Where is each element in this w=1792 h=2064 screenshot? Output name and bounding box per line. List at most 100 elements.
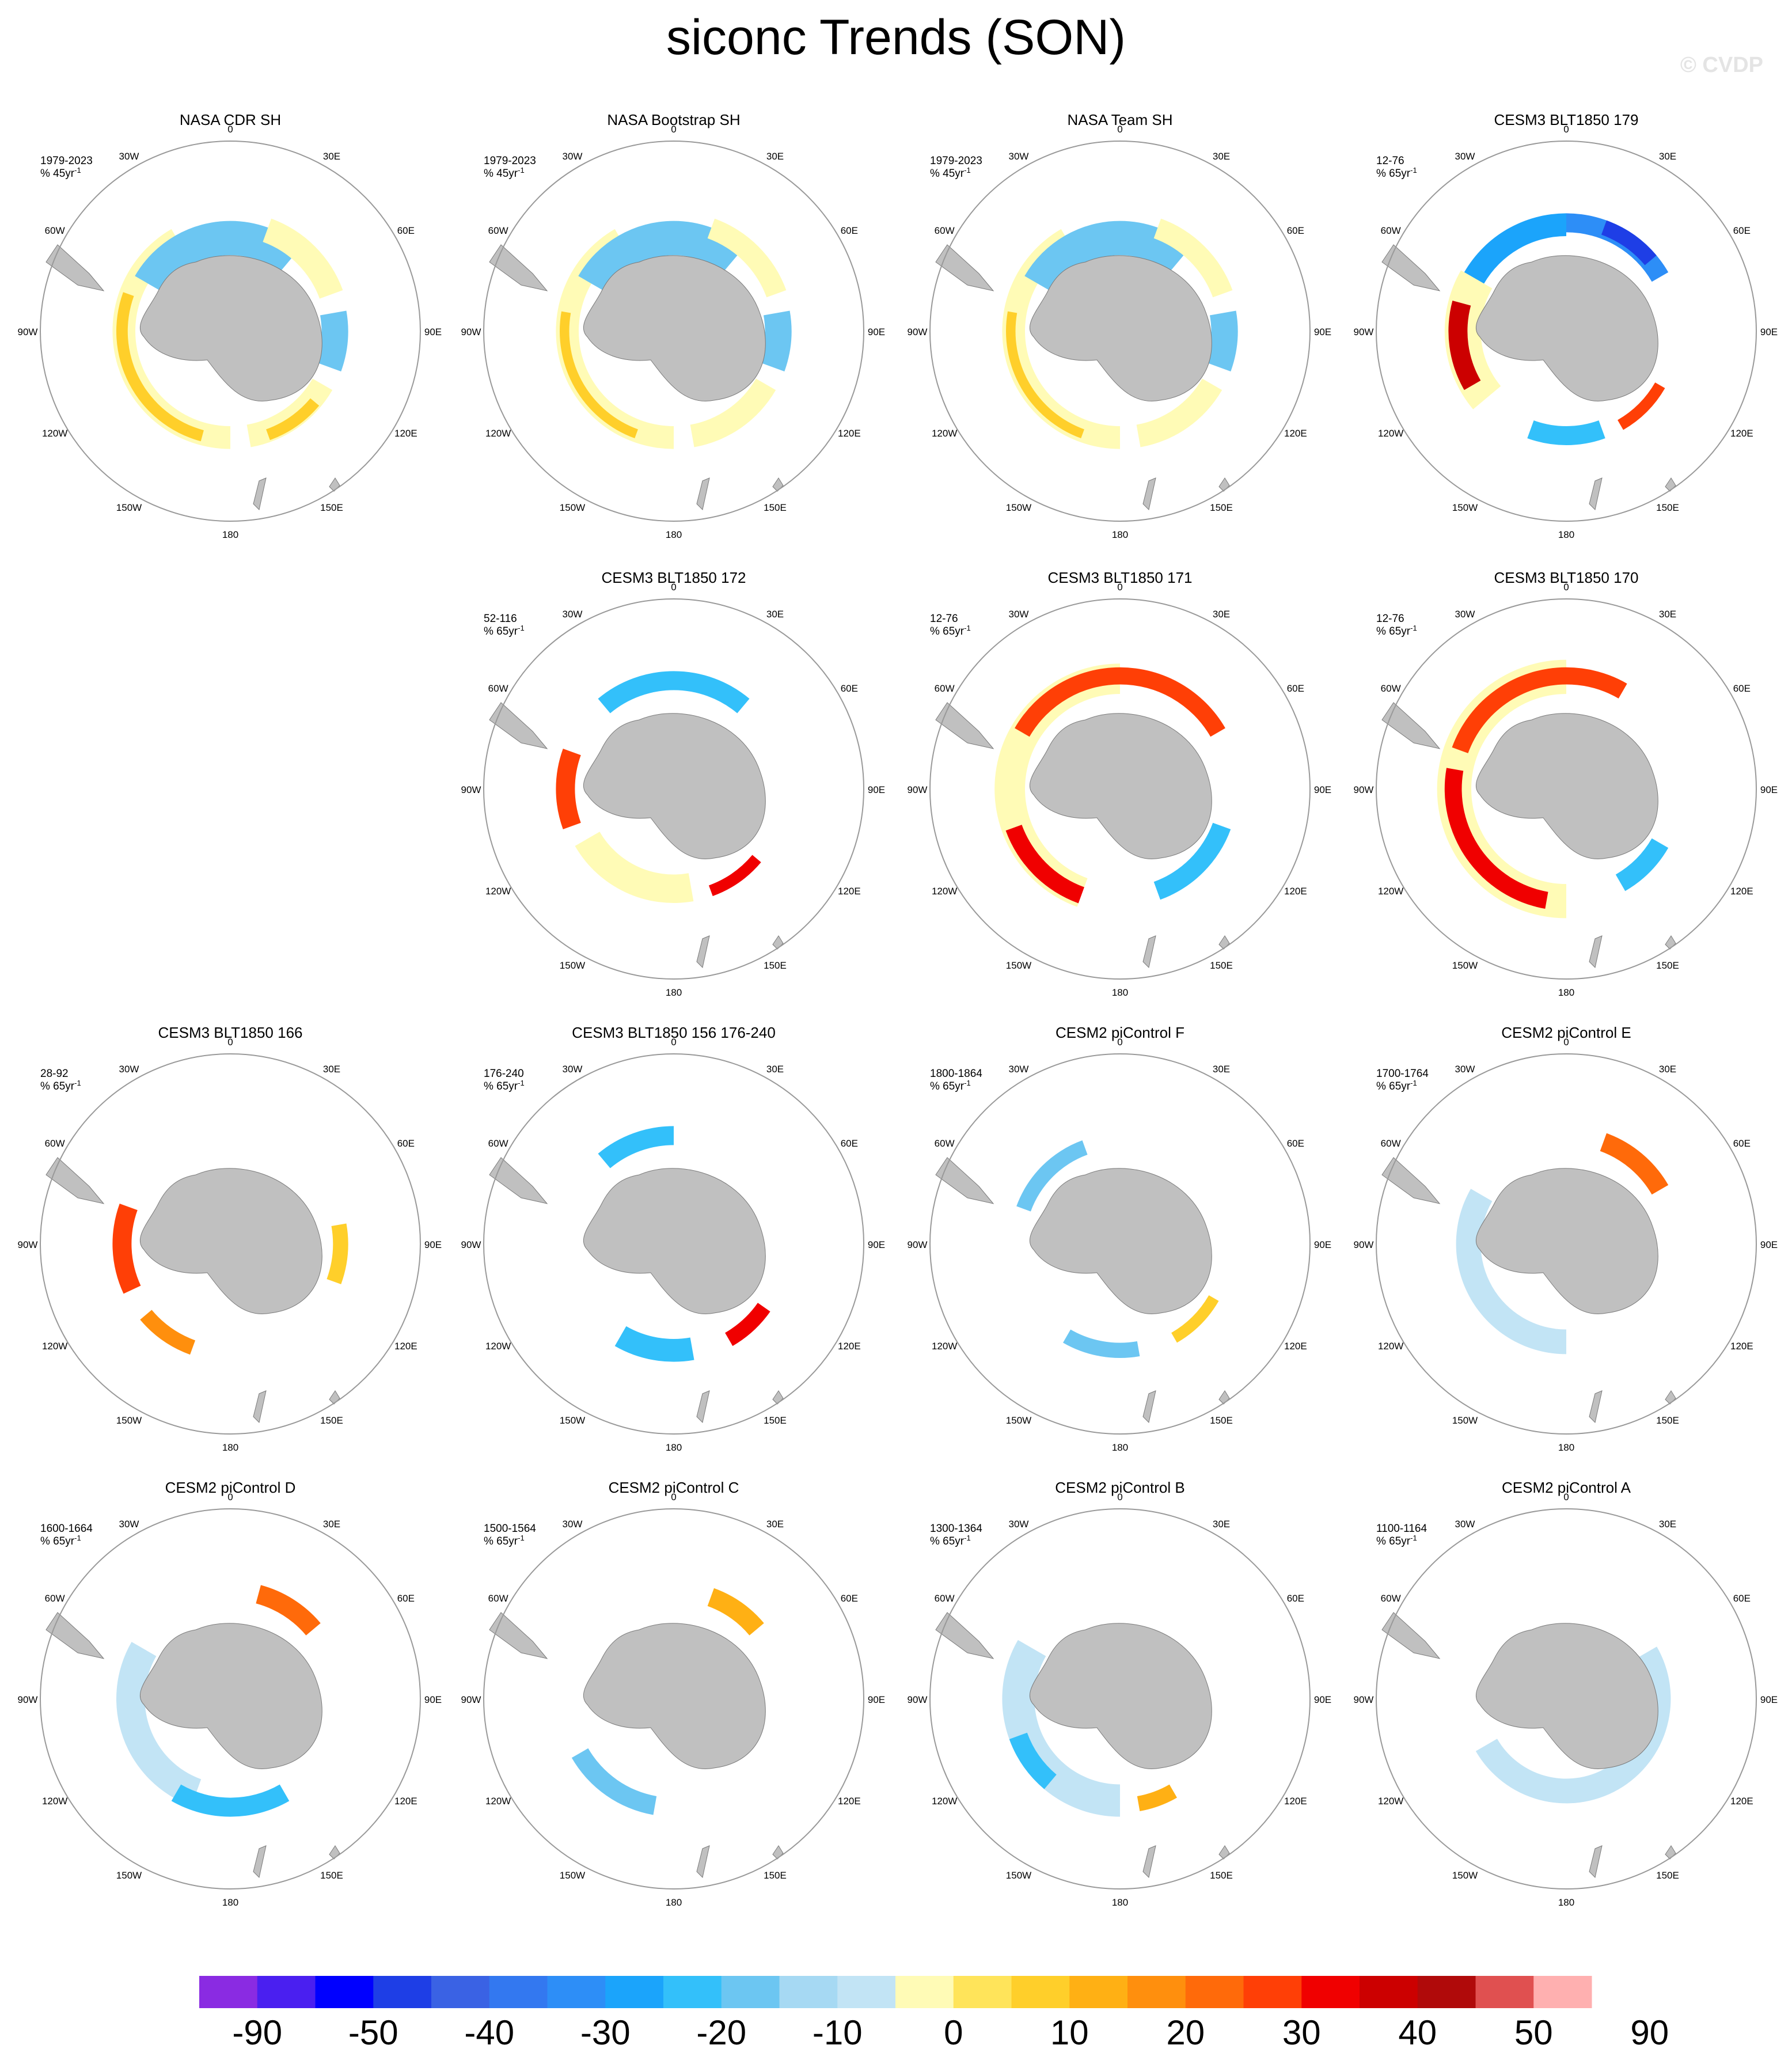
south-america-landmass (1381, 1612, 1441, 1659)
longitude-label: 30E (766, 1519, 784, 1530)
period-label: 1979-2023 (40, 155, 93, 167)
colorbar-swatch (895, 1976, 954, 2008)
south-america-landmass (935, 702, 994, 749)
longitude-label: 90E (868, 1694, 885, 1705)
trend-band (759, 310, 792, 371)
longitude-label: 150W (560, 502, 585, 513)
trend-field (112, 1204, 348, 1355)
longitude-label: 120W (932, 1341, 957, 1352)
longitude-label: 180 (1112, 987, 1128, 998)
longitude-label: 0 (671, 1492, 676, 1503)
units-label: % 65yr-1 (484, 1534, 525, 1548)
panel-title: CESM3 BLT1850 171 (1048, 569, 1193, 586)
longitude-label: 60E (397, 1138, 415, 1149)
trend-band (560, 311, 638, 439)
longitude-label: 180 (666, 1442, 682, 1453)
antarctica-landmass (1029, 255, 1212, 401)
period-label: 28-92 (40, 1068, 69, 1080)
units-label: % 65yr-1 (484, 1079, 525, 1093)
panel-title: CESM2 piControl E (1501, 1024, 1631, 1041)
longitude-label: 120W (1378, 1341, 1403, 1352)
trend-band (1153, 822, 1231, 900)
longitude-label: 180 (666, 1897, 682, 1908)
colorbar-swatch (489, 1976, 548, 2008)
longitude-label: 30W (1455, 1519, 1475, 1530)
south-america-landmass (489, 244, 548, 291)
colorbar-label: 30 (1282, 2013, 1321, 2052)
longitude-label: 150E (1656, 1415, 1679, 1426)
longitude-label: 90W (908, 327, 928, 337)
south-america-landmass (489, 702, 548, 749)
units-label: % 65yr-1 (484, 624, 525, 638)
trend-field (1444, 213, 1669, 445)
south-america-landmass (489, 1612, 548, 1659)
longitude-label: 90E (424, 327, 442, 337)
map-panel: CESM2 piControl B0 30E 60E 90E 120E 150E 180 15… (908, 1479, 1332, 1908)
longitude-label: 120E (394, 1341, 417, 1352)
panel-title: CESM3 BLT1850 156 176-240 (572, 1024, 776, 1041)
period-label: 1800-1864 (930, 1068, 982, 1080)
longitude-label: 90W (908, 1694, 928, 1705)
trend-band (1444, 768, 1548, 909)
longitude-label: 0 (671, 582, 676, 593)
longitude-label: 60W (45, 225, 65, 236)
longitude-label: 150W (1006, 960, 1031, 971)
longitude-label: 60W (45, 1593, 65, 1604)
longitude-label: 30E (323, 151, 340, 162)
trend-band (598, 671, 674, 714)
map-panel: NASA CDR SH0 30E 60E 90E 120E 150E 180 150W 120W… (18, 111, 442, 540)
longitude-label: 60E (1733, 1138, 1751, 1149)
south-america-landmass (935, 1612, 994, 1659)
longitude-label: 30W (119, 1064, 139, 1075)
longitude-label: 0 (1117, 1492, 1122, 1503)
longitude-label: 60E (1733, 1593, 1751, 1604)
new-zealand-landmass (1589, 477, 1603, 511)
longitude-label: 150E (764, 960, 787, 971)
antarctica-landmass (1029, 1168, 1212, 1314)
longitude-label: 60W (1381, 683, 1401, 694)
colorbar-swatch (1127, 1976, 1186, 2008)
units-label: % 65yr-1 (1376, 624, 1417, 638)
longitude-label: 180 (1112, 529, 1128, 540)
map-boundary (40, 141, 421, 522)
longitude-label: 120W (1378, 428, 1403, 439)
trend-field (571, 1588, 764, 1815)
map-boundary (1376, 141, 1757, 522)
units-label: % 45yr-1 (484, 166, 525, 180)
longitude-label: 30E (1659, 1064, 1676, 1075)
trend-field (556, 671, 761, 903)
colorbar-label: -30 (580, 2013, 631, 2052)
trend-band (707, 218, 787, 298)
longitude-label: 180 (1558, 529, 1574, 540)
longitude-label: 90E (1760, 327, 1778, 337)
trend-band (1063, 1329, 1140, 1358)
map-panel: NASA Bootstrap SH0 30E 60E 90E 120E 150E 180 15… (461, 111, 886, 540)
colorbar-swatch (373, 1976, 432, 2008)
figure-title: siconc Trends (SON) (666, 10, 1126, 65)
longitude-label: 120E (838, 428, 861, 439)
longitude-label: 120W (485, 428, 511, 439)
south-america-landmass (45, 244, 105, 291)
trend-band (1566, 667, 1627, 699)
panel-title: NASA Bootstrap SH (607, 111, 740, 128)
trend-band (614, 1326, 694, 1362)
longitude-label: 90E (868, 1239, 885, 1250)
trend-band (674, 221, 745, 273)
longitude-label: 120W (42, 1796, 67, 1807)
longitude-label: 120E (838, 1796, 861, 1807)
longitude-label: 0 (1563, 1492, 1569, 1503)
colorbar-swatch (1011, 1976, 1070, 2008)
longitude-label: 30W (1455, 151, 1475, 162)
units-label: % 65yr-1 (930, 624, 971, 638)
south-america-landmass (1381, 244, 1441, 291)
trend-band (707, 1588, 764, 1636)
trend-band (266, 398, 320, 441)
longitude-label: 30E (1659, 1519, 1676, 1530)
panel-title: CESM3 BLT1850 170 (1494, 569, 1639, 586)
colorbar-label: -20 (696, 2013, 746, 2052)
longitude-label: 30W (1009, 1519, 1029, 1530)
new-zealand-landmass (1142, 477, 1156, 511)
longitude-label: 150E (320, 502, 343, 513)
